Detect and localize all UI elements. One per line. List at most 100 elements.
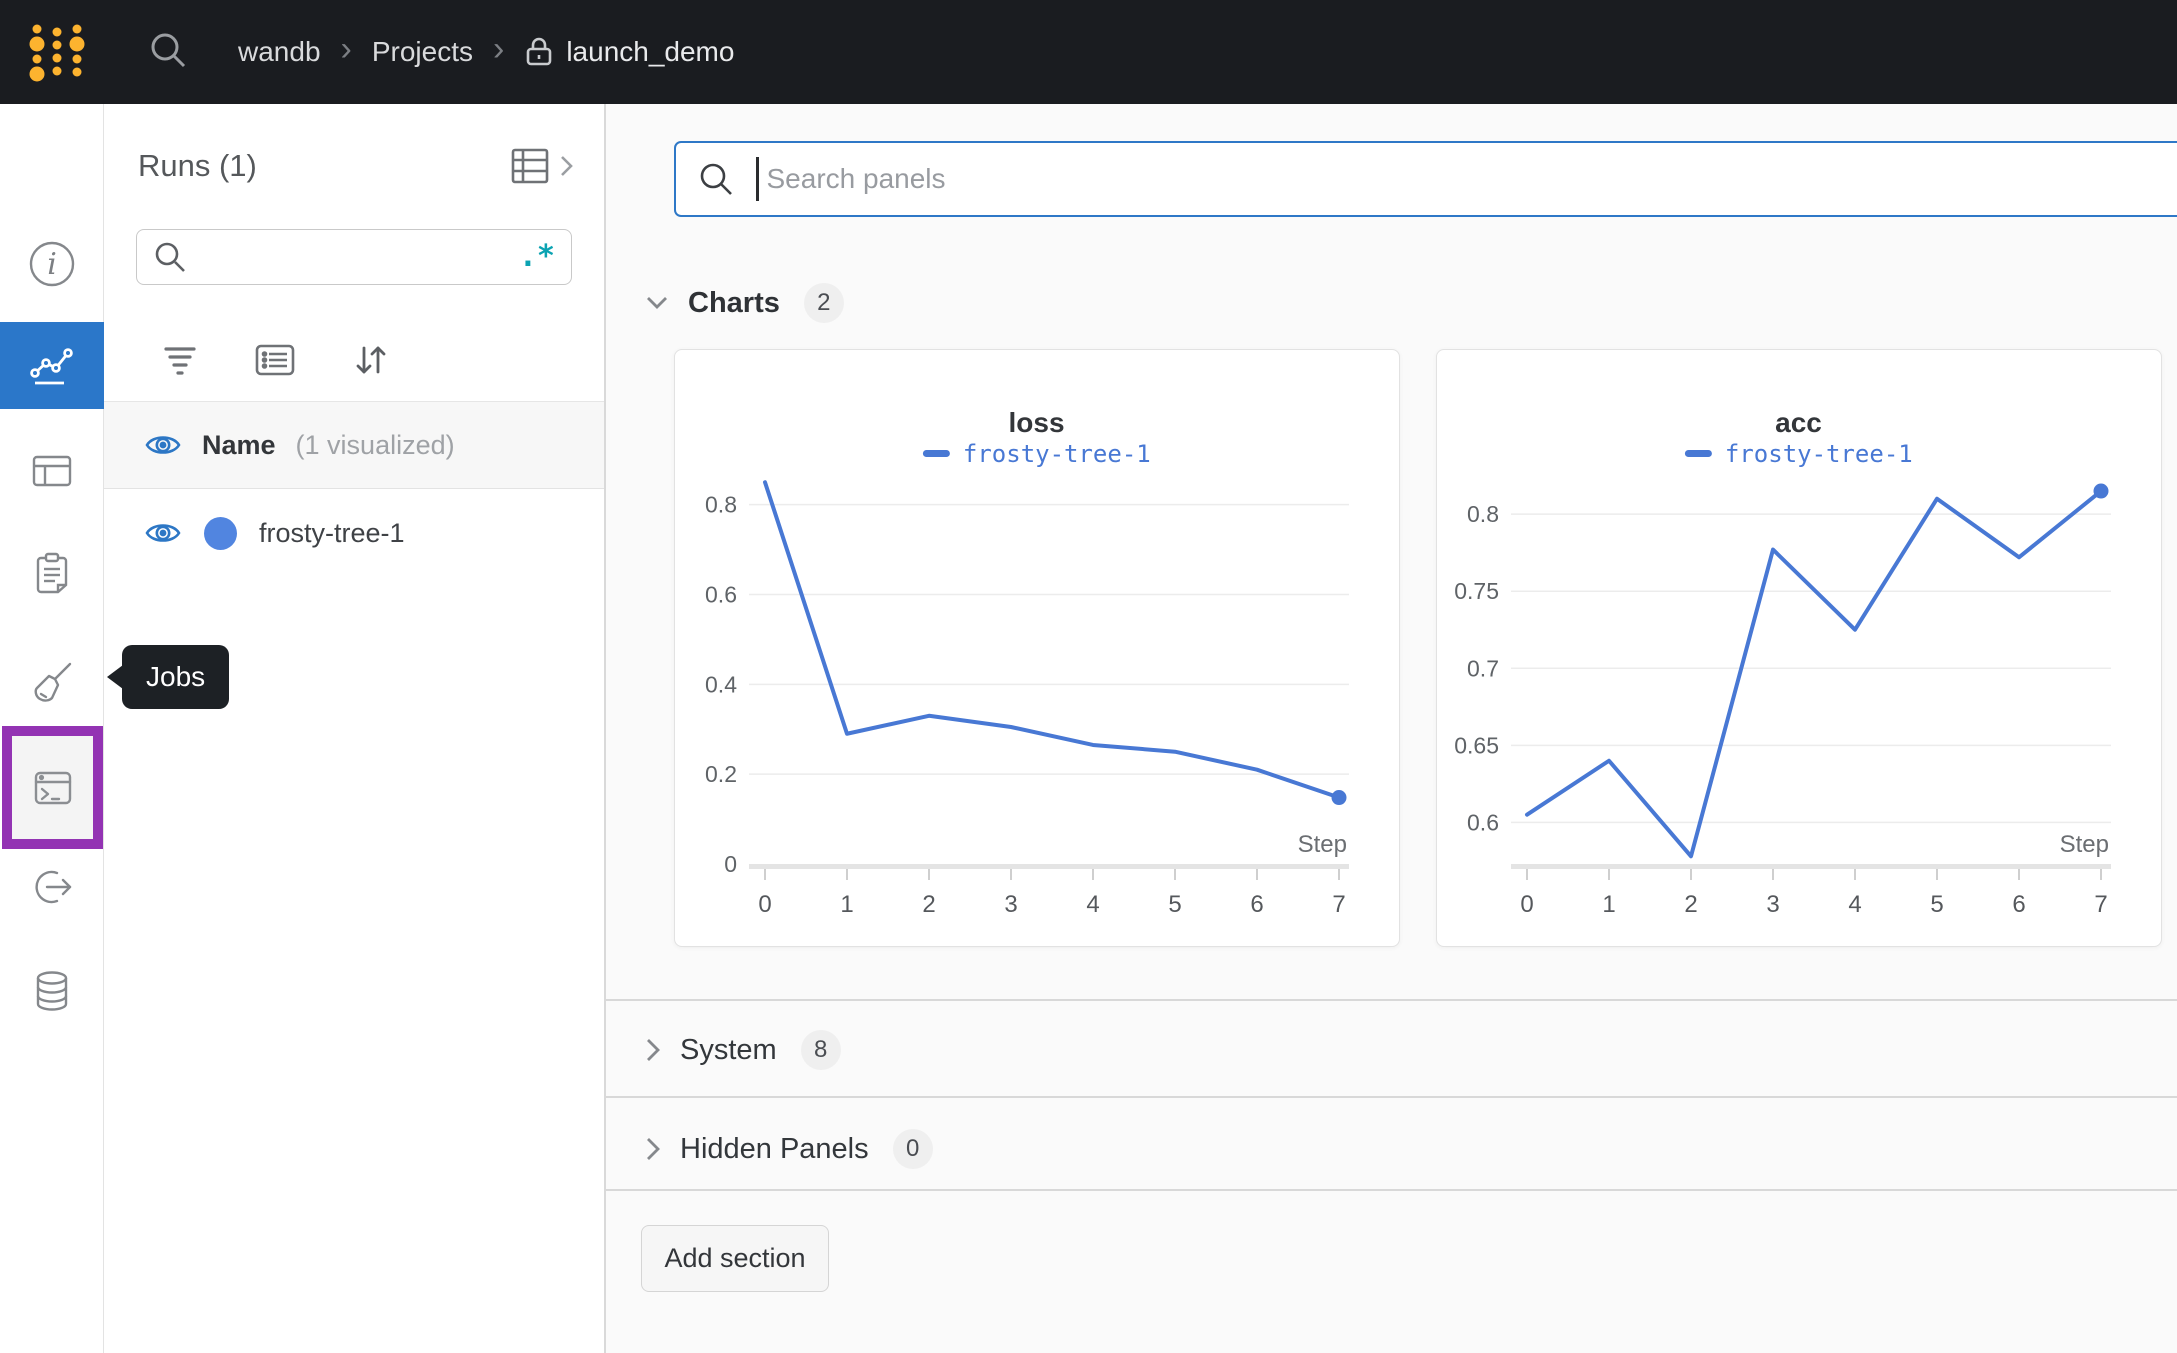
x-axis-title: Step xyxy=(2060,831,2109,858)
nav-logs-button[interactable] xyxy=(0,529,104,617)
system-section-header[interactable]: System 8 xyxy=(644,1027,841,1073)
breadcrumb-team[interactable]: wandb xyxy=(238,36,321,67)
charts-section-label: Charts xyxy=(688,286,780,319)
jobs-tooltip-label: Jobs xyxy=(146,661,206,692)
runs-search-box: .* xyxy=(136,229,572,285)
legend-label: frosty-tree-1 xyxy=(963,440,1151,468)
x-tick-label: 7 xyxy=(1332,891,1345,918)
section-divider xyxy=(606,999,2177,1001)
y-tick-label: 0.6 xyxy=(1467,809,1499,835)
x-tick-label: 2 xyxy=(922,891,935,918)
svg-text:i: i xyxy=(47,247,57,282)
chevron-right-icon xyxy=(647,1138,660,1160)
breadcrumb-separator: › xyxy=(493,30,505,68)
x-tick-label: 1 xyxy=(840,891,853,918)
nav-workspace-button[interactable] xyxy=(0,322,104,409)
line-chart-icon xyxy=(30,347,73,384)
clipboard-icon xyxy=(36,552,68,594)
y-tick-label: 0.8 xyxy=(705,492,737,518)
panel-search-input[interactable] xyxy=(764,162,2161,196)
x-tick-label: 4 xyxy=(1848,891,1861,918)
filter-icon xyxy=(164,346,196,375)
acc-chart-panel[interactable]: acc frosty-tree-1 0.6 0.65 0.7 0.75 0.8 0 1 2 3 4 5 6… xyxy=(1436,349,2162,947)
breadcrumb-projects[interactable]: Projects xyxy=(371,36,473,67)
section-divider xyxy=(606,1096,2177,1098)
run-row[interactable]: frosty-tree-1 xyxy=(104,489,604,577)
nav-jobs-button[interactable] xyxy=(2,726,103,849)
search-icon xyxy=(155,242,185,272)
sort-button[interactable] xyxy=(350,340,390,380)
series-line xyxy=(1525,489,2103,859)
nav-automations-button[interactable] xyxy=(0,843,104,931)
panel-search-box xyxy=(674,141,2177,217)
runs-panel: Runs (1) .* xyxy=(104,104,606,1353)
add-section-button[interactable]: Add section xyxy=(641,1225,829,1292)
eye-icon[interactable] xyxy=(144,431,182,459)
legend-label: frosty-tree-1 xyxy=(1725,440,1913,468)
charts-section-header[interactable]: Charts 2 xyxy=(644,280,844,326)
section-divider xyxy=(606,1189,2177,1191)
y-tick-label: 0 xyxy=(724,851,737,877)
filter-button[interactable] xyxy=(160,343,200,377)
x-tick-label: 2 xyxy=(1684,891,1697,918)
chevron-down-icon xyxy=(647,297,667,309)
system-count-badge: 8 xyxy=(800,1030,841,1070)
x-tick-label: 6 xyxy=(2012,891,2025,918)
search-icon xyxy=(700,163,732,195)
loss-chart-panel[interactable]: loss frosty-tree-1 0 0.2 0.4 0.6 0.8 0 1 2 3 4 5 6 7 St… xyxy=(674,349,1400,947)
y-tick-label: 0.8 xyxy=(1467,501,1499,527)
runs-controls xyxy=(104,318,604,402)
eye-icon[interactable] xyxy=(144,519,182,547)
hidden-panels-section-header[interactable]: Hidden Panels 0 xyxy=(644,1126,933,1172)
runs-search-input[interactable] xyxy=(199,241,519,273)
info-icon: i xyxy=(29,241,75,287)
x-tick-label: 3 xyxy=(1766,891,1779,918)
visualized-count-label: (1 visualized) xyxy=(295,429,455,460)
breadcrumb-project[interactable]: launch_demo xyxy=(524,36,734,68)
y-tick-label: 0.75 xyxy=(1454,578,1499,604)
x-tick-label: 5 xyxy=(1930,891,1943,918)
x-tick-label: 0 xyxy=(1520,891,1533,918)
nav-sweeps-button[interactable] xyxy=(0,638,104,726)
expand-runs-table-button[interactable] xyxy=(510,146,576,186)
link-out-icon xyxy=(35,870,72,904)
charts-count-badge: 2 xyxy=(803,283,844,323)
x-axis-title: Step xyxy=(1298,831,1347,858)
nav-runs-table-button[interactable] xyxy=(0,427,104,515)
x-tick-label: 6 xyxy=(1250,891,1263,918)
x-tick-label: 4 xyxy=(1086,891,1099,918)
legend-swatch xyxy=(1684,450,1712,457)
name-column-label: Name xyxy=(202,429,276,460)
database-icon xyxy=(36,971,68,1011)
global-search-icon[interactable] xyxy=(146,28,190,77)
group-button[interactable] xyxy=(254,342,296,378)
run-name-label[interactable]: frosty-tree-1 xyxy=(259,517,405,548)
runs-table-icon xyxy=(511,148,549,184)
table-icon xyxy=(32,455,72,487)
breadcrumb-separator: › xyxy=(340,30,352,68)
run-color-dot[interactable] xyxy=(204,516,237,550)
wandb-logo[interactable] xyxy=(26,19,88,85)
runs-name-header-row[interactable]: Name (1 visualized) xyxy=(104,402,604,489)
regex-toggle-button[interactable]: .* xyxy=(518,239,555,274)
chevron-right-icon xyxy=(647,1039,660,1061)
nav-overview-button[interactable]: i xyxy=(0,220,104,308)
y-tick-label: 0.6 xyxy=(705,582,737,608)
x-tick-label: 3 xyxy=(1004,891,1017,918)
workspace-main: Charts 2 lossfrosty-tree-100.20.40.60.80… xyxy=(606,104,2177,1353)
y-tick-label: 0.4 xyxy=(705,671,737,697)
sort-icon xyxy=(356,346,386,373)
y-tick-label: 0.2 xyxy=(705,761,737,787)
hidden-panels-count-badge: 0 xyxy=(892,1129,933,1169)
last-point-dot xyxy=(1331,790,1347,806)
x-tick-label: 1 xyxy=(1602,891,1615,918)
list-icon xyxy=(255,344,295,375)
y-tick-label: 0.65 xyxy=(1454,732,1499,758)
x-axis-line xyxy=(749,864,1349,869)
nav-artifacts-button[interactable] xyxy=(0,947,104,1035)
x-axis-line xyxy=(1511,864,2111,869)
chevron-right-icon xyxy=(561,156,573,176)
system-section-label: System xyxy=(680,1033,777,1066)
breadcrumb: wandb › Projects › launch_demo xyxy=(238,32,734,68)
